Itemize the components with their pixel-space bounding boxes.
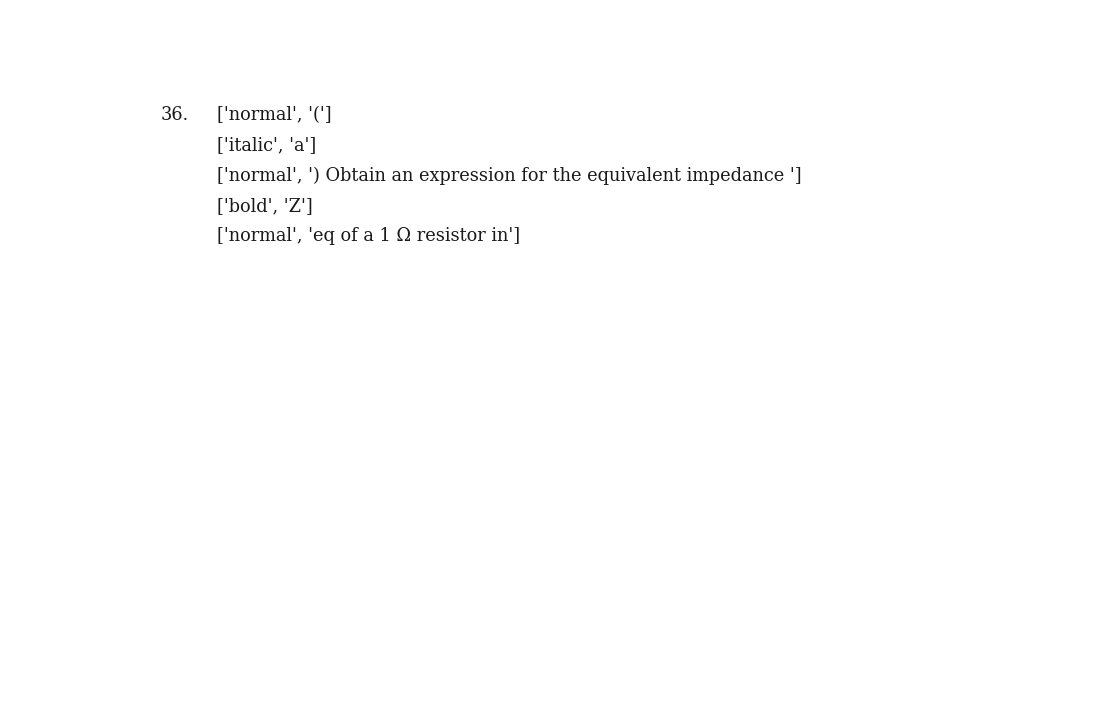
- Text: ['normal', '(']: ['normal', '(']: [218, 106, 331, 125]
- Text: 36.: 36.: [161, 106, 188, 125]
- Text: ['bold', 'Z']: ['bold', 'Z']: [218, 197, 313, 215]
- Text: ['italic', 'a']: ['italic', 'a']: [218, 137, 316, 154]
- Text: ['normal', ') Obtain an expression for the equivalent impedance ']: ['normal', ') Obtain an expression for t…: [218, 167, 802, 185]
- Text: ['normal', 'eq of a 1 Ω resistor in']: ['normal', 'eq of a 1 Ω resistor in']: [218, 227, 520, 245]
